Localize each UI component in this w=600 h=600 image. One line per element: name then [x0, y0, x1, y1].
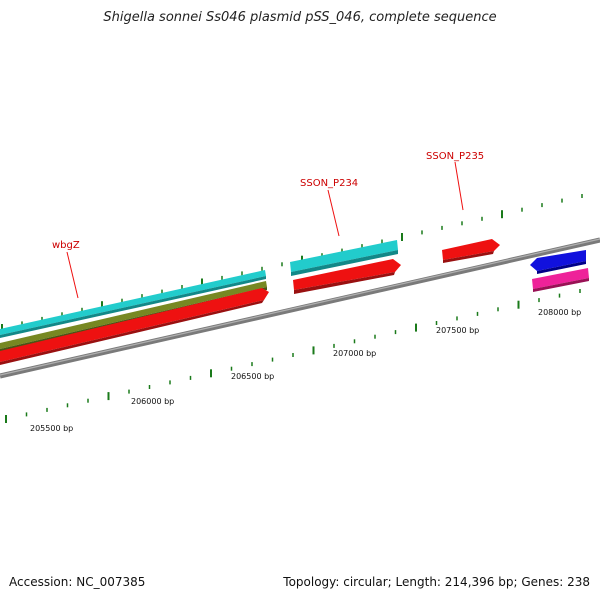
accession-label: Accession: NC_007385	[9, 575, 146, 589]
feature-cyan-p234[interactable]	[290, 240, 398, 276]
inner-tick-row	[5, 289, 581, 423]
wbgz-leader-line	[66, 251, 79, 299]
map-title: Shigella sonnei Ss046 plasmid pSS_046, c…	[103, 10, 497, 25]
backbone-line	[0, 237, 600, 379]
feature-red-p235[interactable]	[442, 239, 500, 263]
feature-blue-right[interactable]	[530, 250, 586, 274]
bp-label-206000: 206000 bp	[131, 397, 174, 406]
bp-label-208000: 208000 bp	[538, 308, 581, 317]
topology-label: Topology: circular; Length: 214,396 bp; …	[283, 575, 590, 589]
backbone-highlight	[0, 238, 600, 376]
bp-label-205500: 205500 bp	[30, 424, 73, 433]
gene-label-sson-p235[interactable]: SSON_P235	[426, 151, 484, 162]
feature-cyan-left[interactable]	[0, 270, 266, 338]
feature-red-p234[interactable]	[293, 259, 401, 294]
gene-label-sson-p234[interactable]: SSON_P234	[300, 178, 358, 189]
gene-label-wbgz[interactable]: wbgZ	[52, 240, 80, 251]
feature-magenta-right[interactable]	[532, 268, 589, 292]
sson-p234-leader-line	[327, 189, 340, 237]
bp-label-207500: 207500 bp	[436, 326, 479, 335]
sson-p235-leader-line	[454, 161, 464, 211]
feature-red-left[interactable]	[0, 288, 269, 365]
bp-label-206500: 206500 bp	[231, 372, 274, 381]
bp-label-207000: 207000 bp	[333, 349, 376, 358]
feature-olive-left[interactable]	[0, 281, 267, 352]
